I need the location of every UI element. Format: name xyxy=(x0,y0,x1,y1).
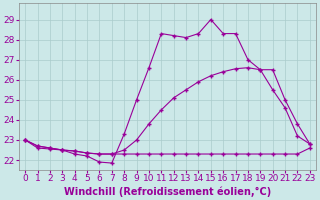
X-axis label: Windchill (Refroidissement éolien,°C): Windchill (Refroidissement éolien,°C) xyxy=(64,186,271,197)
